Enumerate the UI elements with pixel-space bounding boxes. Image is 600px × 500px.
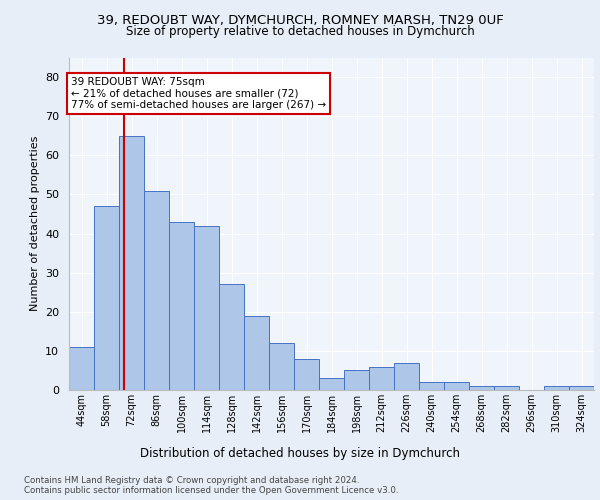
Bar (219, 284, 244, 390)
Bar (294, 358, 319, 390)
Bar (319, 378, 344, 390)
Bar (269, 343, 294, 390)
Text: Distribution of detached houses by size in Dymchurch: Distribution of detached houses by size … (140, 448, 460, 460)
Bar (494, 386, 519, 390)
Bar (94, 206, 119, 390)
Bar (569, 386, 594, 390)
Y-axis label: Number of detached properties: Number of detached properties (29, 136, 40, 312)
Bar (69, 347, 94, 390)
Text: 39, REDOUBT WAY, DYMCHURCH, ROMNEY MARSH, TN29 0UF: 39, REDOUBT WAY, DYMCHURCH, ROMNEY MARSH… (97, 14, 503, 27)
Bar (244, 316, 269, 390)
Bar (119, 136, 144, 390)
Bar (194, 226, 219, 390)
Bar (469, 386, 494, 390)
Text: Contains HM Land Registry data © Crown copyright and database right 2024.
Contai: Contains HM Land Registry data © Crown c… (24, 476, 398, 496)
Bar (394, 362, 419, 390)
Bar (444, 382, 469, 390)
Bar (544, 386, 569, 390)
Bar (344, 370, 369, 390)
Bar (369, 366, 394, 390)
Bar (419, 382, 444, 390)
Bar (169, 222, 194, 390)
Text: 39 REDOUBT WAY: 75sqm
← 21% of detached houses are smaller (72)
77% of semi-deta: 39 REDOUBT WAY: 75sqm ← 21% of detached … (71, 77, 326, 110)
Bar (144, 190, 169, 390)
Text: Size of property relative to detached houses in Dymchurch: Size of property relative to detached ho… (125, 25, 475, 38)
